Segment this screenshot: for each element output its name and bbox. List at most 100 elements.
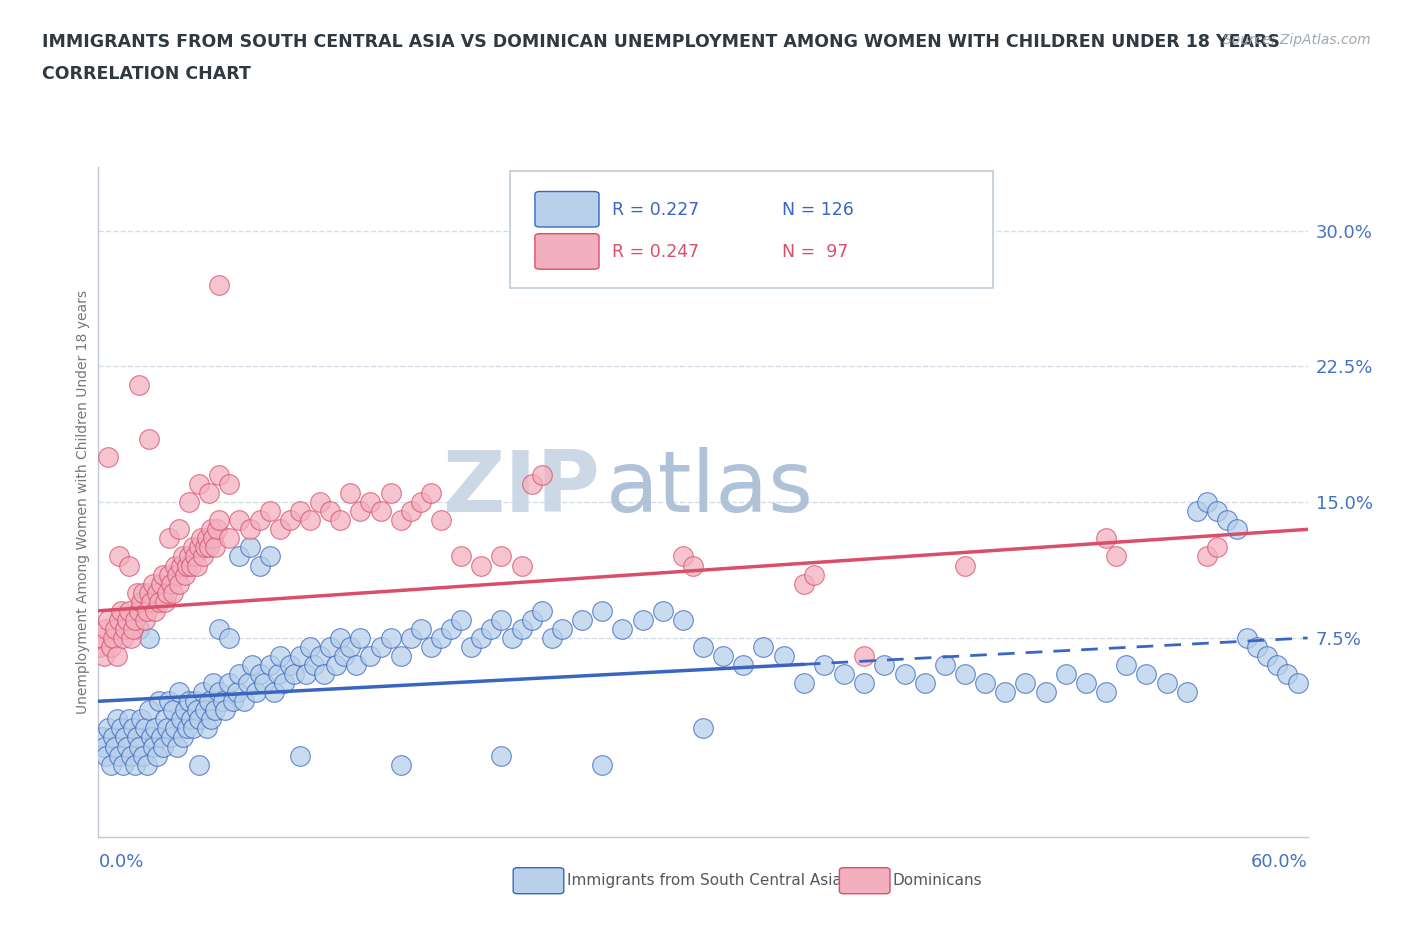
Point — [430, 631, 453, 645]
Point — [1095, 531, 1118, 546]
Point — [153, 594, 176, 609]
Point — [813, 658, 835, 672]
Point — [288, 748, 311, 763]
Point — [288, 504, 311, 519]
Point — [184, 549, 207, 564]
Text: Source: ZipAtlas.com: Source: ZipAtlas.com — [1223, 33, 1371, 46]
Point — [142, 577, 165, 591]
Point — [631, 612, 654, 627]
Point — [120, 748, 142, 763]
Point — [202, 676, 225, 691]
Point — [115, 739, 138, 754]
Point — [1105, 549, 1128, 564]
Point — [491, 612, 513, 627]
Point — [269, 648, 291, 663]
Point — [207, 522, 229, 537]
Point — [430, 512, 453, 527]
Point — [179, 549, 201, 564]
Point — [752, 640, 775, 655]
Point — [510, 558, 533, 573]
Point — [510, 621, 533, 636]
Point — [143, 721, 166, 736]
Point — [501, 631, 523, 645]
Point — [97, 721, 120, 736]
Point — [208, 621, 231, 636]
Point — [139, 594, 162, 609]
Y-axis label: Unemployment Among Women with Children Under 18 years: Unemployment Among Women with Children U… — [76, 290, 90, 714]
Point — [179, 495, 201, 510]
Point — [148, 594, 170, 609]
FancyBboxPatch shape — [839, 868, 890, 894]
Point — [174, 703, 197, 718]
Point — [551, 621, 574, 636]
Point — [208, 512, 231, 527]
Point — [380, 485, 402, 500]
Point — [101, 631, 124, 645]
Point — [124, 612, 146, 627]
Point — [129, 594, 152, 609]
Point — [160, 577, 183, 591]
Point — [1277, 667, 1299, 682]
FancyBboxPatch shape — [513, 868, 564, 894]
Point — [162, 703, 184, 718]
Point — [101, 730, 124, 745]
Point — [218, 631, 240, 645]
Point — [93, 739, 115, 754]
Point — [491, 549, 513, 564]
Point — [240, 658, 263, 672]
Point — [1236, 631, 1258, 645]
Point — [125, 730, 148, 745]
Point — [360, 495, 382, 510]
Text: R = 0.247: R = 0.247 — [613, 243, 699, 260]
Point — [409, 621, 432, 636]
Point — [541, 631, 564, 645]
Point — [149, 577, 172, 591]
Point — [314, 667, 336, 682]
Point — [994, 684, 1017, 699]
Point — [128, 739, 150, 754]
Point — [370, 640, 392, 655]
Point — [167, 684, 190, 699]
Point — [253, 676, 276, 691]
Point — [138, 703, 160, 718]
Point — [91, 631, 114, 645]
Point — [198, 485, 221, 500]
Point — [288, 648, 311, 663]
Point — [520, 477, 543, 492]
Point — [118, 712, 141, 727]
Point — [1156, 676, 1178, 691]
Point — [184, 694, 207, 709]
Point — [236, 676, 259, 691]
Point — [204, 703, 226, 718]
Point — [138, 432, 160, 446]
Point — [389, 648, 412, 663]
Point — [520, 612, 543, 627]
Point — [121, 621, 143, 636]
Point — [853, 676, 876, 691]
Point — [273, 676, 295, 691]
Point — [163, 721, 186, 736]
Point — [793, 577, 815, 591]
Point — [934, 658, 956, 672]
Point — [188, 477, 211, 492]
Point — [118, 604, 141, 618]
Point — [134, 612, 156, 627]
Point — [239, 540, 262, 555]
Point — [914, 676, 936, 691]
Point — [232, 694, 254, 709]
Point — [228, 667, 250, 682]
Point — [1115, 658, 1137, 672]
Point — [190, 531, 212, 546]
Point — [193, 684, 215, 699]
Point — [259, 504, 281, 519]
Point — [142, 739, 165, 754]
Point — [93, 648, 115, 663]
Point — [309, 495, 332, 510]
Point — [228, 512, 250, 527]
Point — [111, 631, 134, 645]
Point — [530, 468, 553, 483]
Point — [200, 522, 222, 537]
Point — [302, 658, 325, 672]
Point — [110, 721, 132, 736]
Point — [370, 504, 392, 519]
